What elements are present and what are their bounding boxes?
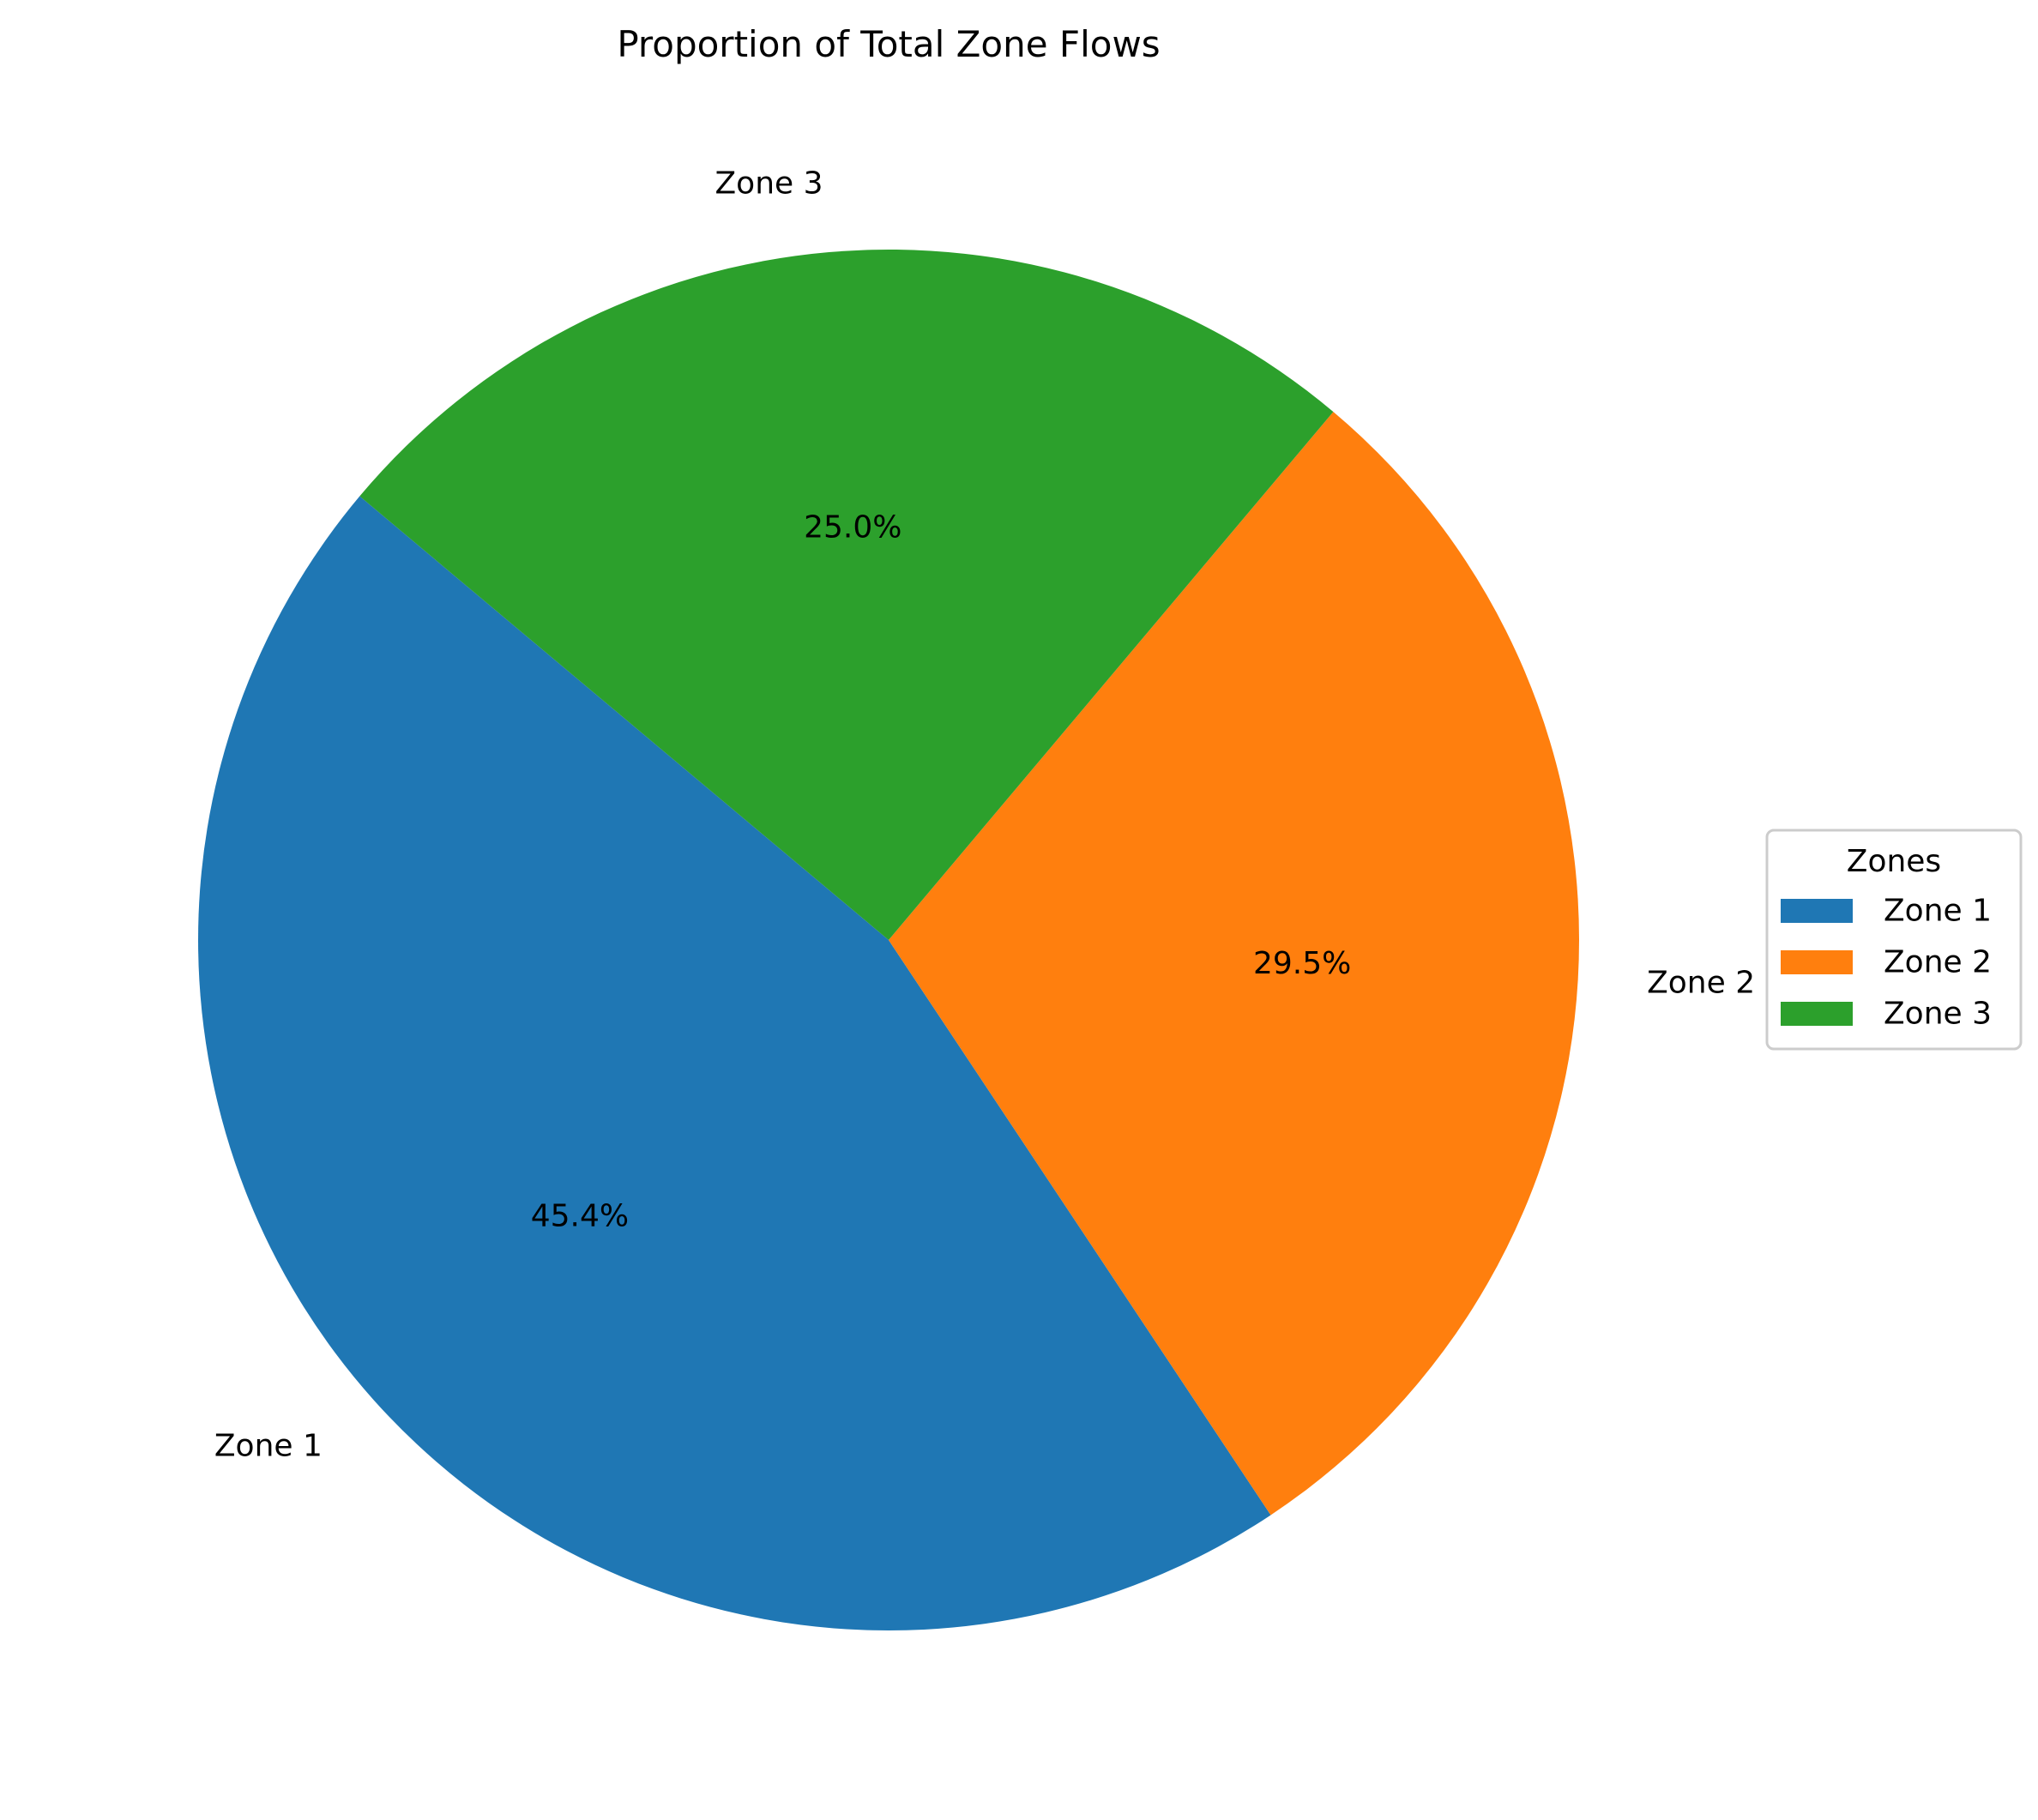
- legend-swatch-zone-2: [1781, 950, 1853, 974]
- slice-label-zone-3: Zone 3: [715, 166, 823, 201]
- legend-title: Zones: [1847, 844, 1941, 879]
- pie-labels: Zone 1 45.4% Zone 2 29.5% Zone 3 25.0%: [214, 166, 1755, 1463]
- pie-slices: [198, 250, 1579, 1630]
- chart-title: Proportion of Total Zone Flows: [617, 23, 1160, 65]
- legend-label-zone-1: Zone 1: [1884, 894, 1992, 929]
- slice-zone-1: [198, 496, 1271, 1630]
- slice-zone-3: [359, 250, 1334, 940]
- slice-zone-2: [889, 412, 1579, 1516]
- slice-value-label-zone-3: 25.0%: [804, 509, 901, 545]
- legend-entries: Zone 1 Zone 2 Zone 3: [1781, 894, 1992, 1032]
- legend-label-zone-3: Zone 3: [1884, 997, 1992, 1032]
- legend: Zones Zone 1 Zone 2 Zone 3: [1765, 829, 2023, 1051]
- slice-value-label-zone-1: 45.4%: [531, 1198, 629, 1233]
- legend-swatch-zone-1: [1781, 899, 1853, 923]
- legend-frame: [1765, 829, 2023, 1051]
- legend-swatch-zone-3: [1781, 1002, 1853, 1026]
- slice-value-label-zone-2: 29.5%: [1253, 946, 1351, 981]
- slice-label-zone-2: Zone 2: [1647, 966, 1755, 1001]
- legend-label-zone-2: Zone 2: [1884, 945, 1992, 980]
- slice-label-zone-1: Zone 1: [214, 1429, 323, 1464]
